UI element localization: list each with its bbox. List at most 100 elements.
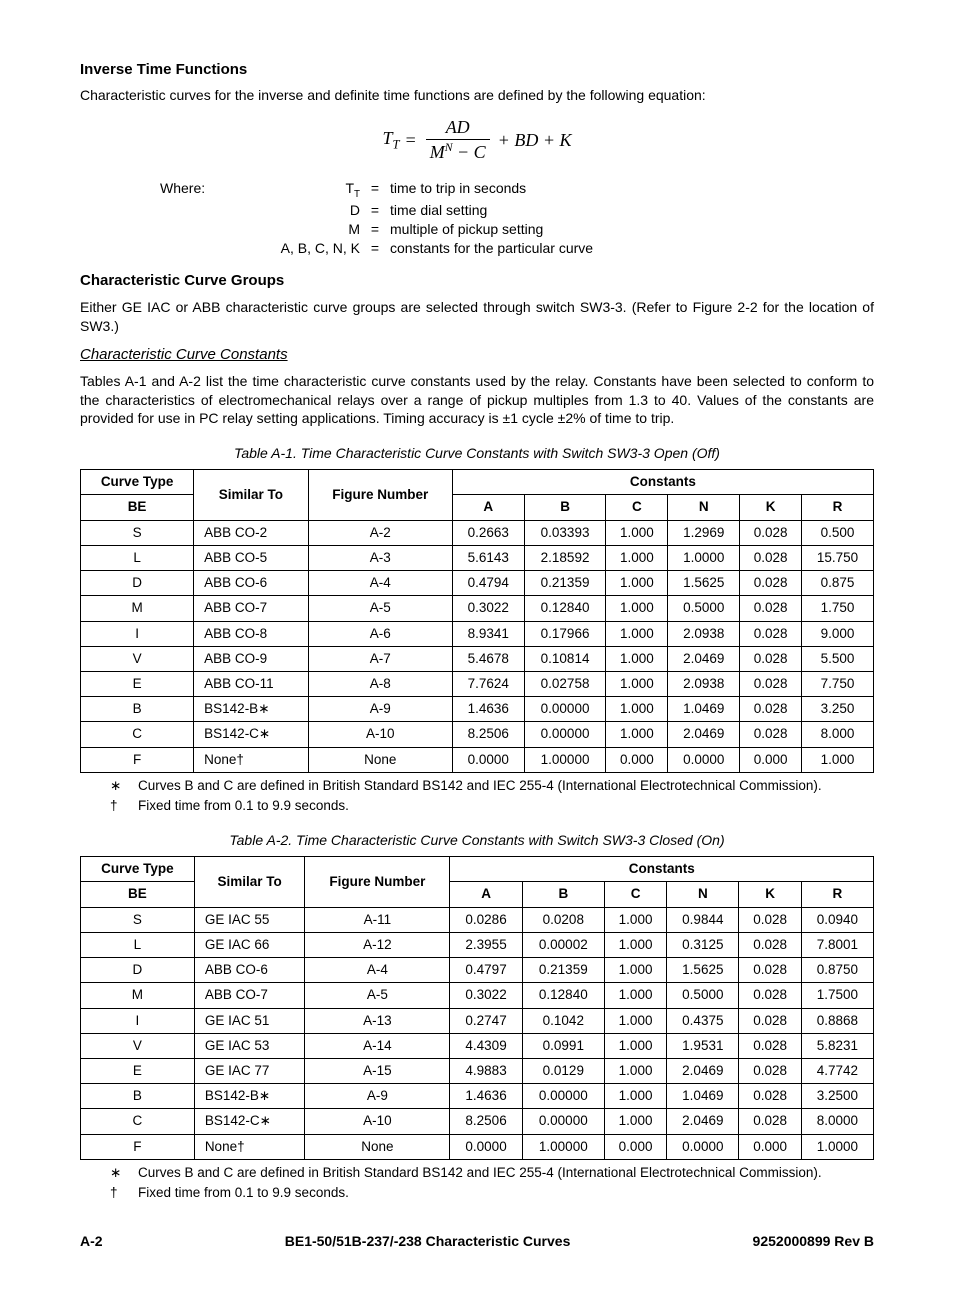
table-cell: A-13 [305, 1008, 450, 1033]
table-row: VABB CO-9A-75.46780.108141.0002.04690.02… [81, 646, 874, 671]
table-cell: 1.000 [604, 1058, 666, 1083]
where-label: Where: [160, 179, 205, 198]
table-row: IABB CO-8A-68.93410.179661.0002.09380.02… [81, 621, 874, 646]
footnote-text: Fixed time from 0.1 to 9.9 seconds. [138, 797, 349, 815]
table-cell: B [81, 1084, 195, 1109]
table-row: SABB CO-2A-20.26630.033931.0001.29690.02… [81, 520, 874, 545]
table-cell: 2.18592 [524, 545, 606, 570]
table-cell: 0.000 [606, 747, 668, 772]
table-cell: 0.028 [739, 1058, 801, 1083]
table-row: CBS142-C∗A-108.25060.000001.0002.04690.0… [81, 722, 874, 747]
col-figure-number: Figure Number [305, 857, 450, 907]
def-symbol: TT [80, 179, 360, 201]
table-cell: L [81, 932, 195, 957]
col-a: A [450, 882, 522, 907]
table-cell: 1.2969 [668, 520, 740, 545]
table-cell: 2.0469 [667, 1058, 739, 1083]
col-r: R [801, 882, 873, 907]
table-cell: GE IAC 53 [194, 1033, 305, 1058]
footer-rev: 9252000899 Rev B [753, 1232, 874, 1251]
table-cell: ABB CO-6 [194, 571, 308, 596]
table-cell: 0.028 [740, 722, 802, 747]
table-cell: 1.9531 [667, 1033, 739, 1058]
table-cell: 5.8231 [801, 1033, 873, 1058]
table-cell: 1.000 [606, 596, 668, 621]
table-cell: 0.028 [740, 646, 802, 671]
table-cell: 0.2663 [452, 520, 524, 545]
table-cell: 1.4636 [450, 1084, 522, 1109]
col-c: C [604, 882, 666, 907]
table-cell: 1.000 [604, 1033, 666, 1058]
heading-inverse-time: Inverse Time Functions [80, 60, 874, 80]
col-c: C [606, 495, 668, 520]
col-be: BE [81, 882, 195, 907]
table-cell: A-10 [305, 1109, 450, 1134]
table-cell: 5.4678 [452, 646, 524, 671]
table-cell: 0.03393 [524, 520, 606, 545]
table-cell: BS142-C∗ [194, 722, 308, 747]
table-cell: 0.0991 [522, 1033, 604, 1058]
table-row: EGE IAC 77A-154.98830.01291.0002.04690.0… [81, 1058, 874, 1083]
table-cell: A-15 [305, 1058, 450, 1083]
table-cell: A-6 [308, 621, 452, 646]
table-cell: None† [194, 747, 308, 772]
footnote-text: Fixed time from 0.1 to 9.9 seconds. [138, 1184, 349, 1202]
table-cell: 1.0000 [668, 545, 740, 570]
table-cell: 2.0469 [668, 722, 740, 747]
table-cell: 1.750 [802, 596, 874, 621]
table-cell: 0.028 [739, 1008, 801, 1033]
col-similar-to: Similar To [194, 857, 305, 907]
table-cell: 0.028 [740, 621, 802, 646]
table-cell: A-9 [305, 1084, 450, 1109]
table-cell: M [81, 596, 194, 621]
table-row: VGE IAC 53A-144.43090.09911.0001.95310.0… [81, 1033, 874, 1058]
table-cell: 2.0469 [667, 1109, 739, 1134]
table-cell: 1.000 [606, 646, 668, 671]
table-cell: 0.10814 [524, 646, 606, 671]
def-description: constants for the particular curve [390, 239, 874, 258]
table-cell: 3.250 [802, 697, 874, 722]
table-cell: 1.000 [604, 932, 666, 957]
table-a2-caption: Table A-2. Time Characteristic Curve Con… [80, 831, 874, 850]
table-cell: 4.4309 [450, 1033, 522, 1058]
col-figure-number: Figure Number [308, 470, 452, 520]
table-cell: 5.500 [802, 646, 874, 671]
table-cell: A-9 [308, 697, 452, 722]
table-cell: 1.000 [606, 545, 668, 570]
table-cell: 0.500 [802, 520, 874, 545]
table-cell: 1.5625 [667, 958, 739, 983]
table-cell: 0.4797 [450, 958, 522, 983]
table-cell: None [308, 747, 452, 772]
table-cell: V [81, 1033, 195, 1058]
table-cell: 0.028 [739, 1084, 801, 1109]
equation-trip-time: TT = AD MN − C + BD + K [80, 115, 874, 165]
table-cell: None [305, 1134, 450, 1159]
table-cell: 0.0208 [522, 907, 604, 932]
table-row: FNone†None0.00001.000000.0000.00000.0001… [81, 1134, 874, 1159]
footnote-symbol: ∗ [110, 777, 124, 795]
table-cell: 0.0000 [667, 1134, 739, 1159]
def-symbol: A, B, C, N, K [80, 239, 360, 258]
col-n: N [668, 495, 740, 520]
table-cell: S [81, 520, 194, 545]
def-equals: = [366, 220, 384, 239]
def-description: time dial setting [390, 201, 874, 220]
paragraph-inverse-intro: Characteristic curves for the inverse an… [80, 86, 874, 105]
table-cell: A-4 [305, 958, 450, 983]
table-cell: ABB CO-11 [194, 672, 308, 697]
table-cell: 1.000 [606, 571, 668, 596]
table-cell: 1.5625 [668, 571, 740, 596]
table-cell: ABB CO-5 [194, 545, 308, 570]
table-cell: E [81, 672, 194, 697]
table-cell: 1.000 [604, 958, 666, 983]
table-cell: 0.12840 [522, 983, 604, 1008]
table-a1-notes: ∗Curves B and C are defined in British S… [110, 777, 874, 815]
table-cell: 2.3955 [450, 932, 522, 957]
table-cell: A-11 [305, 907, 450, 932]
table-a1: Curve Type Similar To Figure Number Cons… [80, 469, 874, 773]
table-cell: A-5 [305, 983, 450, 1008]
table-cell: 1.000 [604, 1109, 666, 1134]
table-cell: 1.000 [606, 672, 668, 697]
table-cell: 1.7500 [801, 983, 873, 1008]
table-cell: 3.2500 [801, 1084, 873, 1109]
